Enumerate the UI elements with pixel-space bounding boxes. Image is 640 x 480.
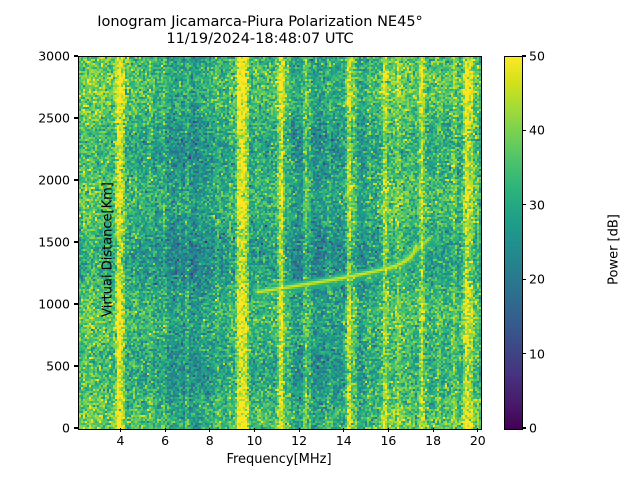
colorbar-tick-mark [522, 55, 527, 57]
y-tick-mark [74, 365, 78, 367]
y-tick-mark [74, 303, 78, 305]
x-tick-mark [164, 428, 166, 432]
title-line-2: 11/19/2024-18:48:07 UTC [166, 31, 354, 47]
colorbar-tick-label: 20 [529, 271, 545, 287]
y-tick-mark [74, 117, 78, 119]
x-axis-label: Frequency[MHz] [226, 452, 332, 467]
x-tick-mark [209, 428, 211, 432]
colorbar-tick-mark [522, 129, 527, 131]
colorbar-gradient [505, 57, 522, 429]
y-tick-mark [74, 427, 78, 429]
x-tick-mark [343, 428, 345, 432]
y-tick-mark [74, 241, 78, 243]
x-tick-mark [387, 428, 390, 432]
x-tick-label: 8 [205, 433, 214, 448]
colorbar-tick-mark [522, 204, 527, 206]
x-tick-label: 4 [116, 433, 125, 448]
y-tick-label: 500 [46, 358, 70, 374]
x-tick-mark [119, 428, 122, 432]
x-tick-mark [477, 428, 479, 432]
x-tick-label: 18 [425, 433, 442, 448]
colorbar-tick-label: 10 [529, 346, 545, 362]
ionogram-heatmap-canvas [79, 57, 481, 429]
x-tick-label: 12 [291, 433, 308, 448]
ionogram-plot-area [78, 56, 482, 430]
y-tick-mark [74, 55, 78, 57]
y-tick-mark [74, 179, 78, 181]
x-tick-label: 16 [380, 433, 397, 448]
y-tick-label: 1000 [38, 296, 70, 312]
colorbar-label: Power [dB] [606, 214, 622, 285]
x-tick-mark [253, 428, 256, 432]
x-tick-label: 14 [335, 433, 352, 448]
x-tick-label: 20 [469, 433, 486, 448]
colorbar [504, 56, 523, 430]
x-tick-label: 6 [161, 433, 170, 448]
colorbar-tick-label: 30 [529, 197, 545, 213]
x-tick-mark [432, 428, 434, 432]
title-line-1: Ionogram Jicamarca-Piura Polarization NE… [97, 14, 423, 30]
colorbar-tick-mark [522, 353, 527, 355]
colorbar-tick-label: 50 [529, 48, 545, 64]
y-tick-label: 0 [62, 420, 70, 436]
x-tick-mark [298, 428, 300, 432]
y-tick-label: 3000 [38, 48, 70, 64]
y-axis-label: Virtual Distance[Km] [100, 182, 116, 317]
colorbar-tick-label: 0 [529, 420, 537, 436]
y-tick-label: 1500 [38, 234, 70, 250]
page-title: Ionogram Jicamarca-Piura Polarization NE… [0, 14, 520, 48]
y-tick-label: 2000 [38, 172, 70, 188]
colorbar-tick-mark [522, 427, 527, 429]
y-tick-label: 2500 [38, 110, 70, 126]
x-tick-label: 10 [246, 433, 263, 448]
colorbar-tick-label: 40 [529, 122, 545, 138]
colorbar-tick-mark [522, 278, 527, 280]
